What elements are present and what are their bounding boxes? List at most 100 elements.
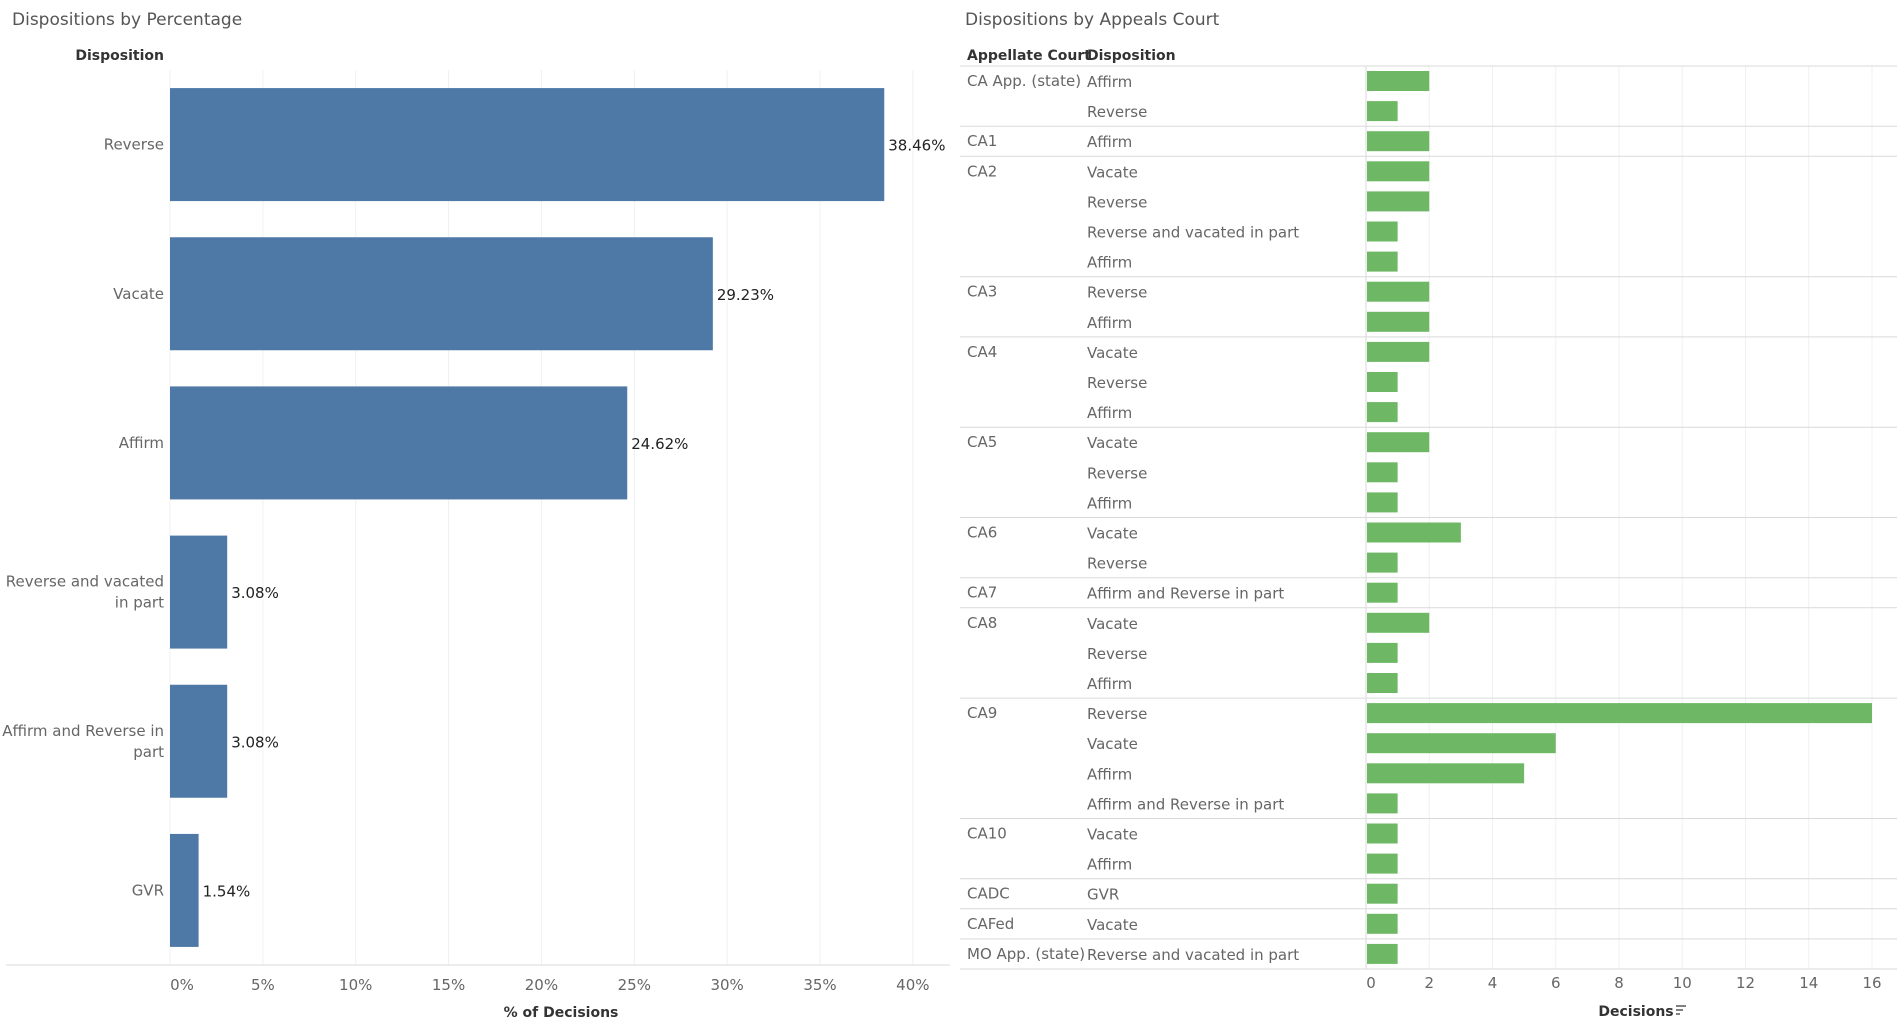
- court-label: CA2: [967, 162, 997, 180]
- x-tick-label: 30%: [710, 976, 743, 994]
- x-tick-label: 12: [1736, 974, 1755, 992]
- bar: [1367, 432, 1430, 453]
- bar: [1367, 552, 1398, 573]
- disposition-label: Affirm: [1087, 314, 1132, 332]
- data-label: 3.08%: [231, 733, 279, 751]
- disposition-label: Vacate: [1087, 434, 1138, 452]
- x-tick-label: 6: [1551, 974, 1561, 992]
- disposition-label: Vacate: [1087, 826, 1138, 844]
- row-header: Disposition: [75, 48, 164, 64]
- disposition-label: Affirm: [1087, 675, 1132, 693]
- bar: [1367, 311, 1430, 332]
- x-tick-label: 4: [1488, 974, 1498, 992]
- court-label: CA9: [967, 704, 997, 722]
- bar: [1367, 462, 1398, 483]
- court-label: MO App. (state): [967, 945, 1085, 963]
- bar: [1367, 281, 1430, 302]
- bar: [1367, 71, 1430, 91]
- disposition-label: Reverse and vacated in part: [1087, 946, 1299, 964]
- bar: [1367, 913, 1398, 934]
- bar: [1367, 703, 1872, 724]
- x-tick-label: 16: [1862, 974, 1881, 992]
- category-label: Affirm and Reverse in: [2, 722, 164, 740]
- disposition-label: Vacate: [1087, 344, 1138, 362]
- bar: [1367, 582, 1398, 603]
- court-label: CA3: [967, 283, 997, 301]
- disposition-label: Affirm: [1087, 254, 1132, 272]
- right-chart-title: Dispositions by Appeals Court: [965, 10, 1220, 30]
- x-tick-label: 2: [1424, 974, 1434, 992]
- bar: [1367, 612, 1430, 633]
- x-axis-title: % of Decisions: [504, 1005, 619, 1021]
- disposition-label: Vacate: [1087, 916, 1138, 934]
- bar: [1367, 341, 1430, 362]
- bar: [170, 88, 885, 202]
- disposition-label: Affirm: [1087, 133, 1132, 151]
- bar: [1367, 221, 1398, 242]
- court-label: CA1: [967, 132, 997, 150]
- bar: [170, 237, 713, 351]
- x-tick-label: 35%: [803, 976, 836, 994]
- court-label: CA8: [967, 614, 997, 632]
- bar: [1367, 793, 1398, 814]
- bar: [1367, 763, 1525, 784]
- bar: [170, 386, 628, 500]
- category-label: Vacate: [113, 285, 164, 303]
- category-label: Affirm: [119, 434, 164, 452]
- disposition-label: Affirm: [1087, 73, 1132, 91]
- bar: [1367, 101, 1398, 122]
- data-label: 29.23%: [717, 286, 774, 304]
- bar: [1367, 943, 1398, 964]
- sort-icon: [1676, 1005, 1686, 1015]
- disposition-label: Reverse: [1087, 284, 1147, 302]
- bar: [1367, 251, 1398, 272]
- court-label: CA4: [967, 343, 997, 361]
- bar: [1367, 883, 1398, 904]
- bar: [1367, 522, 1461, 543]
- disposition-label: Reverse: [1087, 705, 1147, 723]
- column-header: Disposition: [1087, 48, 1176, 64]
- disposition-label: Reverse: [1087, 464, 1147, 482]
- bar: [1367, 733, 1556, 754]
- disposition-label: Reverse: [1087, 645, 1147, 663]
- percentage-bar-chart: Disposition 38.46% Reverse 29.23% Vacate 24.6…: [2, 48, 950, 1021]
- bar: [170, 833, 199, 947]
- x-tick-label: 0%: [170, 976, 194, 994]
- disposition-label: Vacate: [1087, 735, 1138, 753]
- disposition-label: Affirm: [1087, 494, 1132, 512]
- category-label: Reverse: [104, 136, 164, 154]
- court-label: CA App. (state): [967, 72, 1081, 90]
- bar: [1367, 372, 1398, 392]
- disposition-label: Affirm: [1087, 765, 1132, 783]
- disposition-label: Reverse: [1087, 103, 1147, 121]
- bar: [1367, 191, 1430, 212]
- disposition-label: Vacate: [1087, 615, 1138, 633]
- bar: [1367, 131, 1430, 152]
- data-label: 38.46%: [888, 137, 945, 155]
- x-tick-label: 10%: [339, 976, 372, 994]
- disposition-label: Vacate: [1087, 163, 1138, 181]
- x-tick-label: 0: [1366, 974, 1376, 992]
- disposition-label: Affirm: [1087, 404, 1132, 422]
- disposition-label: Vacate: [1087, 525, 1138, 543]
- disposition-label: Reverse: [1087, 555, 1147, 573]
- x-tick-label: 25%: [618, 976, 651, 994]
- bar: [1367, 402, 1398, 423]
- court-label: CA7: [967, 584, 997, 602]
- court-label: CA5: [967, 433, 997, 451]
- bar: [1367, 853, 1398, 874]
- x-axis-title: Decisions: [1598, 1004, 1673, 1020]
- bar: [1367, 673, 1398, 693]
- court-label: CA6: [967, 524, 997, 542]
- court-label: CAFed: [967, 915, 1014, 933]
- court-label: CADC: [967, 885, 1010, 903]
- disposition-label: Reverse and vacated in part: [1087, 224, 1299, 242]
- data-label: 24.62%: [631, 435, 688, 453]
- category-label: GVR: [132, 881, 164, 899]
- bar: [1367, 161, 1430, 182]
- category-label: Reverse and vacated: [6, 573, 164, 591]
- x-tick-label: 8: [1614, 974, 1624, 992]
- disposition-label: Affirm: [1087, 856, 1132, 874]
- disposition-label: Reverse: [1087, 374, 1147, 392]
- bar: [1367, 492, 1398, 513]
